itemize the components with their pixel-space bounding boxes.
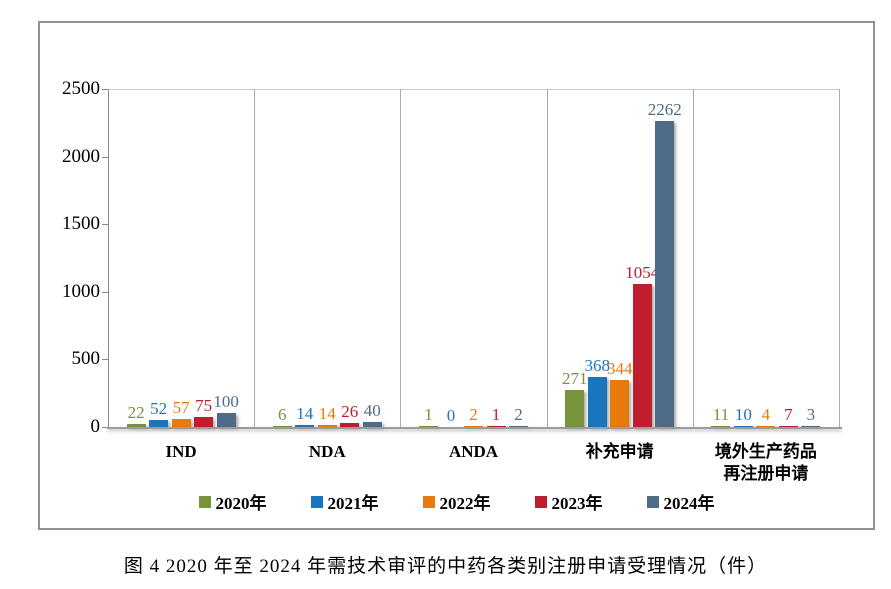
category-label-ind: IND — [165, 442, 197, 461]
y-axis-tick-label: 2500 — [62, 78, 100, 99]
bar-supplementary-2021 — [587, 377, 607, 427]
bar-value-label: 11 — [712, 404, 730, 424]
legend-item-2021: 2021年 — [310, 489, 379, 514]
legend-label-2023: 2023年 — [551, 494, 603, 513]
panel-separator — [546, 89, 548, 427]
y-axis-tick-label: 1500 — [62, 213, 100, 235]
bar-overseas-rereg-2021 — [733, 425, 753, 427]
legend-swatch-2021 — [310, 495, 323, 508]
bar-value-label: 14 — [296, 404, 314, 424]
bar-ind-2022 — [171, 419, 191, 427]
bar-value-label: 2 — [514, 405, 523, 424]
legend-label-2021: 2021年 — [327, 494, 379, 513]
category-label-overseas-rereg: 境外生产药品 再注册申请 — [714, 442, 817, 483]
y-axis-tick-label: 1000 — [62, 280, 100, 302]
y-axis-tick-label: 0 — [90, 416, 101, 437]
legend-label-2024: 2024年 — [663, 494, 715, 513]
bar-anda-2020 — [419, 426, 438, 427]
bar-value-label: 52 — [150, 398, 168, 418]
bar-value-label: 2 — [469, 405, 478, 424]
y-axis-line — [108, 89, 109, 428]
bar-value-label: 271 — [561, 369, 588, 389]
y-axis-tick-mark — [102, 224, 108, 226]
legend-label-2020: 2020年 — [215, 494, 267, 513]
category-label-anda: ANDA — [448, 442, 499, 461]
y-axis-tick-label: 2000 — [62, 145, 100, 167]
y-axis-tick-mark — [102, 359, 108, 361]
bar-value-label: 1 — [491, 405, 501, 424]
bar-value-label: 3 — [806, 405, 816, 424]
y-axis-tick-mark — [102, 89, 108, 90]
bar-anda-2022 — [464, 426, 483, 427]
bar-value-label: 26 — [341, 402, 359, 422]
bar-overseas-rereg-2020 — [711, 425, 731, 427]
y-axis-tick-label: 500 — [71, 348, 101, 370]
bar-anda-2023 — [486, 426, 506, 427]
figure-caption: 图 4 2020 年至 2024 年需技术审评的中药各类别注册申请受理情况（件） — [123, 556, 768, 577]
bar-value-label: 6 — [278, 405, 287, 424]
legend-swatch-2020 — [198, 495, 211, 508]
bar-supplementary-2023 — [632, 284, 652, 427]
bar-value-label: 368 — [584, 356, 610, 376]
bar-overseas-rereg-2024 — [801, 426, 821, 427]
bar-supplementary-2024 — [655, 121, 675, 427]
bar-value-label: 0 — [446, 406, 456, 425]
x-axis-line — [107, 427, 842, 429]
category-label-nda: NDA — [308, 442, 346, 461]
bar-ind-2021 — [149, 419, 169, 427]
legend-label-2022: 2022年 — [439, 494, 491, 513]
bar-value-label: 100 — [213, 392, 239, 412]
bar-value-label: 1054 — [625, 263, 660, 283]
legend-swatch-2024 — [646, 495, 659, 508]
bar-nda-2022 — [317, 425, 337, 427]
category-label-supplementary: 补充申请 — [585, 442, 654, 461]
legend-swatch-2022 — [422, 495, 435, 508]
bar-value-label: 10 — [734, 404, 752, 424]
bar-value-label: 57 — [172, 398, 190, 418]
bar-value-label: 14 — [318, 404, 336, 424]
bar-value-label: 75 — [195, 395, 213, 415]
chart-frame — [38, 21, 875, 530]
y-axis-tick-mark — [102, 291, 108, 293]
panel-separator — [692, 89, 694, 427]
bar-value-label: 7 — [784, 405, 793, 424]
legend-item-2024: 2024年 — [646, 489, 715, 514]
panel-separator — [839, 89, 840, 427]
panel-separator — [400, 89, 402, 427]
legend: 2020年 2021年 2022年 2023年 2024年 — [38, 489, 875, 514]
bar-overseas-rereg-2022 — [756, 426, 776, 427]
bar-overseas-rereg-2023 — [778, 426, 798, 427]
panel-separator — [254, 89, 256, 427]
bar-value-label: 40 — [363, 400, 381, 420]
bar-value-label: 1 — [424, 405, 433, 424]
bar-ind-2020 — [126, 424, 146, 427]
bar-nda-2023 — [340, 423, 360, 427]
bar-value-label: 344 — [606, 359, 633, 379]
bar-anda-2024 — [509, 426, 528, 427]
legend-item-2020: 2020年 — [198, 489, 267, 514]
legend-swatch-2023 — [534, 495, 547, 508]
y-axis-tick-mark — [102, 427, 108, 428]
bar-value-label: 22 — [127, 403, 145, 423]
bar-nda-2020 — [272, 426, 292, 427]
bar-value-label: 2262 — [647, 100, 682, 120]
legend-item-2023: 2023年 — [534, 489, 603, 514]
bar-ind-2023 — [194, 416, 214, 427]
bar-nda-2021 — [295, 425, 315, 427]
y-axis-tick-mark — [102, 156, 108, 158]
bar-supplementary-2020 — [565, 390, 585, 427]
legend-item-2022: 2022年 — [422, 489, 491, 514]
plot-top-border — [108, 89, 839, 90]
bar-ind-2024 — [216, 413, 236, 427]
bar-supplementary-2022 — [610, 380, 630, 427]
bar-nda-2024 — [362, 421, 382, 427]
bar-value-label: 4 — [761, 405, 771, 424]
